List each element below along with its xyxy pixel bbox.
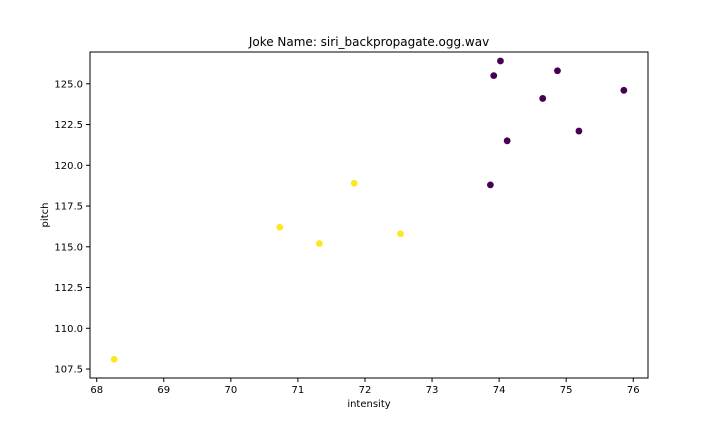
y-tick-label: 110.0 — [54, 324, 83, 335]
scatter-point — [490, 72, 498, 80]
scatter-point — [497, 57, 504, 65]
scatter-point — [554, 67, 561, 75]
x-tick-label: 68 — [90, 385, 103, 396]
scatter-point — [110, 355, 118, 363]
x-tick-label: 69 — [157, 385, 170, 396]
scatter-point — [397, 230, 404, 238]
x-tick-label: 70 — [224, 385, 237, 396]
y-tick-label: 112.5 — [54, 283, 83, 294]
data-points — [110, 57, 628, 363]
scatter-point — [539, 95, 547, 102]
x-tick-label: 73 — [426, 385, 439, 396]
scatter-point — [350, 179, 358, 187]
scatter-point — [486, 181, 494, 189]
y-axis-label: pitch — [40, 203, 51, 228]
y-tick-label: 115.0 — [54, 242, 83, 253]
scatter-point — [276, 223, 284, 231]
scatter-point — [503, 137, 511, 145]
x-tick-label: 75 — [560, 385, 573, 396]
plot-area-frame — [89, 51, 649, 379]
x-tick-label: 71 — [292, 385, 305, 396]
x-tick-label: 72 — [359, 385, 372, 396]
x-axis-label: intensity — [347, 399, 390, 410]
y-tick-label: 120.0 — [54, 161, 83, 172]
y-tick-label: 107.5 — [54, 365, 83, 376]
chart-title: Joke Name: siri_backpropagate.ogg.wav — [248, 35, 489, 49]
scatter-point — [315, 240, 323, 247]
y-tick-label: 122.5 — [54, 120, 83, 131]
scatter-point — [620, 86, 628, 94]
axis-ticks: 68 69 70 71 72 73 74 75 76 107.5 110.0 112.5 115.0 11… — [54, 79, 639, 396]
x-tick-label: 76 — [627, 385, 640, 396]
x-tick-label: 74 — [493, 385, 506, 396]
y-tick-label: 125.0 — [54, 79, 83, 90]
y-tick-label: 117.5 — [54, 202, 83, 213]
scatter-point — [575, 127, 583, 135]
